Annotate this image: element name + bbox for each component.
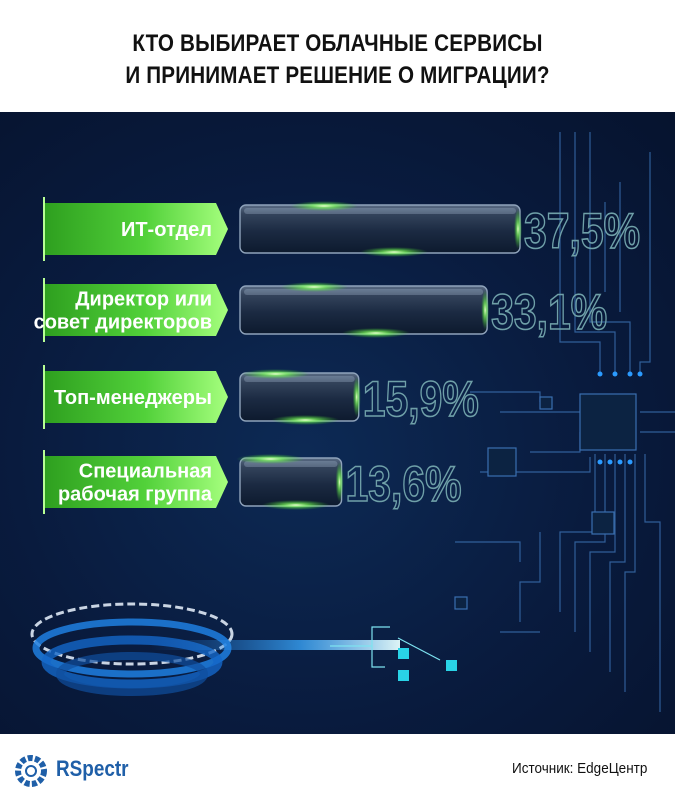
category-label-text: совет директоров [34,312,212,334]
value-label-3: 13,6% [346,456,462,512]
bar-highlight [244,208,516,214]
category-label-2: Топ-менеджеры [43,365,228,429]
bar-glow-top [280,282,349,292]
bar-glow-bottom [261,500,330,510]
chart-panel: ИТ-отдел 37,5% Директор или совет директоро… [0,112,675,734]
page-title: КТО ВЫБИРАЕТ ОБЛАЧНЫЕ СЕРВИСЫ И ПРИНИМАЕ… [0,28,675,92]
bar-glow-bottom [360,247,428,257]
bar-glow-top [241,369,310,379]
bar-glow-top [236,454,305,464]
category-label-tab [44,203,228,255]
category-label-text: Директор или [75,289,212,311]
hologram-ring-decoration [30,602,457,696]
title-line-1: КТО ВЫБИРАЕТ ОБЛАЧНЫЕ СЕРВИСЫ [132,30,543,57]
category-label-text: ИТ-отдел [121,219,212,241]
bar-glow-top [290,201,358,211]
category-label-0: ИТ-отдел [43,197,228,261]
brand-name: RSpectr [56,756,129,781]
category-label-tab [44,456,228,508]
footer: RSpectr Источник: EdgeЦентр [0,734,675,800]
circuit-chips [454,393,637,610]
bar-glow-end [481,290,490,330]
circuit-dots [597,371,643,465]
category-label-tab [44,371,228,423]
circuit-decoration [455,132,675,712]
source-text: Источник: EdgeЦентр [511,760,647,777]
category-label-text: рабочая группа [58,484,213,506]
bar-glow-bottom [271,415,340,425]
bar-glow-end [514,209,522,249]
title-line-2: И ПРИНИМАЕТ РЕШЕНИЕ О МИГРАЦИИ? [125,62,550,89]
value-label-0: 37,5% [524,203,640,259]
value-label-1: 33,1% [491,284,607,340]
header: КТО ВЫБИРАЕТ ОБЛАЧНЫЕ СЕРВИСЫ И ПРИНИМАЕ… [0,0,675,112]
category-label-tab [44,284,228,336]
bar-glow-bottom [341,328,410,338]
category-label-text: Специальная [79,461,212,483]
value-label-2: 15,9% [363,371,479,427]
rspectr-logo-icon [15,755,47,787]
bar-glow-end [335,462,344,502]
category-label-text: Топ-менеджеры [54,387,212,409]
bar-glow-end [352,377,361,417]
bar-highlight [244,289,484,295]
